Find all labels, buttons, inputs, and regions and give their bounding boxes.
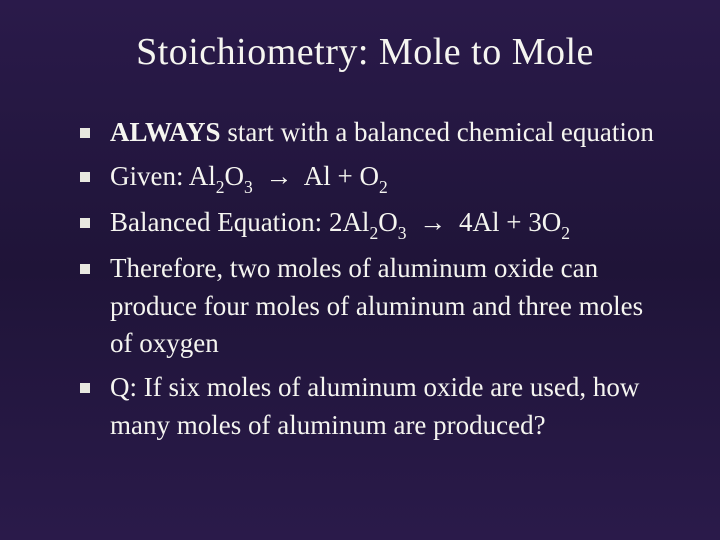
bullet-list: ALWAYS start with a balanced chemical eq… [60, 114, 670, 445]
slide-container: Stoichiometry: Mole to Mole ALWAYS start… [0, 0, 720, 540]
bullet-text: Therefore, two moles of aluminum oxide c… [110, 253, 643, 359]
bullet-item: Q: If six moles of aluminum oxide are us… [80, 369, 670, 445]
bullet-text: Q: If six moles of aluminum oxide are us… [110, 372, 639, 440]
formula-subscript: 2 [561, 223, 570, 243]
formula-part: 2Al [329, 207, 370, 237]
bullet-prefix: Given: [110, 161, 189, 191]
formula-part: O [225, 161, 245, 191]
formula-part: O [378, 207, 398, 237]
bullet-prefix: Balanced Equation: [110, 207, 329, 237]
slide-title: Stoichiometry: Mole to Mole [60, 30, 670, 74]
arrow-icon: → [413, 207, 452, 237]
formula-subscript: 3 [398, 223, 407, 243]
bullet-item: ALWAYS start with a balanced chemical eq… [80, 114, 670, 152]
bullet-text: start with a balanced chemical equation [221, 117, 654, 147]
formula-part: Al + O [299, 161, 380, 191]
arrow-icon: → [260, 161, 299, 191]
formula-subscript: 2 [379, 177, 388, 197]
bullet-item: Therefore, two moles of aluminum oxide c… [80, 250, 670, 363]
formula-subscript: 3 [244, 177, 253, 197]
formula-subscript: 2 [369, 223, 378, 243]
bullet-bold-lead: ALWAYS [110, 117, 221, 147]
formula-space [253, 161, 260, 191]
formula-subscript: 2 [216, 177, 225, 197]
formula-part: Al [189, 161, 216, 191]
bullet-item: Balanced Equation: 2Al2O3 → 4Al + 3O2 [80, 204, 670, 244]
formula-part: 4Al + 3O [452, 207, 561, 237]
bullet-item: Given: Al2O3 → Al + O2 [80, 158, 670, 198]
